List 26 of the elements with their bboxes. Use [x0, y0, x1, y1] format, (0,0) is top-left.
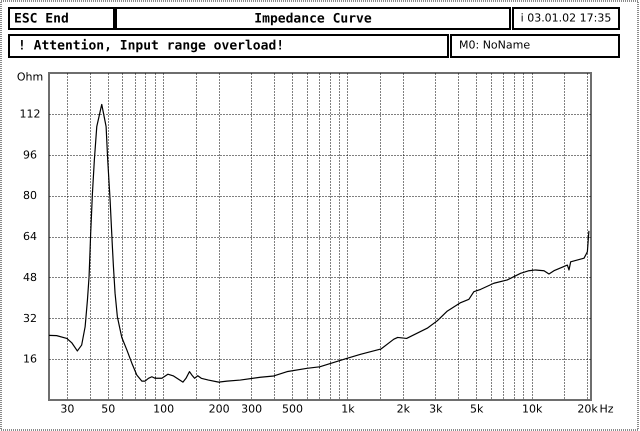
y-tick-label: 16 — [23, 352, 37, 366]
text: ! Attention, Input range overload! — [18, 38, 284, 54]
x-tick-label: 300 — [241, 402, 262, 416]
x-tick-label: 200 — [208, 402, 230, 416]
y-axis-title: Ohm — [16, 70, 44, 84]
x-tick-label: 100 — [153, 402, 174, 416]
x-axis-title: Hz — [600, 402, 614, 416]
x-tick-label: 5k — [470, 402, 484, 416]
text: i 03.01.02 17:35 — [520, 12, 612, 24]
x-tick-label: 2k — [396, 402, 411, 416]
x-tick-label: 30 — [60, 402, 74, 416]
x-tick-label: 500 — [282, 402, 303, 416]
y-tick-label: 112 — [20, 107, 40, 120]
y-tick-label: 96 — [23, 148, 37, 162]
y-tick-label: 80 — [23, 189, 37, 202]
x-tick-label: 50 — [101, 402, 116, 416]
x-tick-label: 20k — [577, 402, 598, 416]
text: ESC End — [14, 12, 69, 26]
x-tick-label: 10k — [522, 402, 543, 416]
y-tick-label: 64 — [23, 230, 37, 243]
text: M0: NoName — [459, 38, 530, 52]
y-tick-label: 48 — [23, 270, 37, 284]
x-tick-label: 3k — [429, 402, 444, 416]
chart-title: Impedance Curve — [254, 12, 372, 26]
y-tick-label: 32 — [23, 312, 37, 325]
x-tick-label: 1k — [341, 402, 356, 416]
